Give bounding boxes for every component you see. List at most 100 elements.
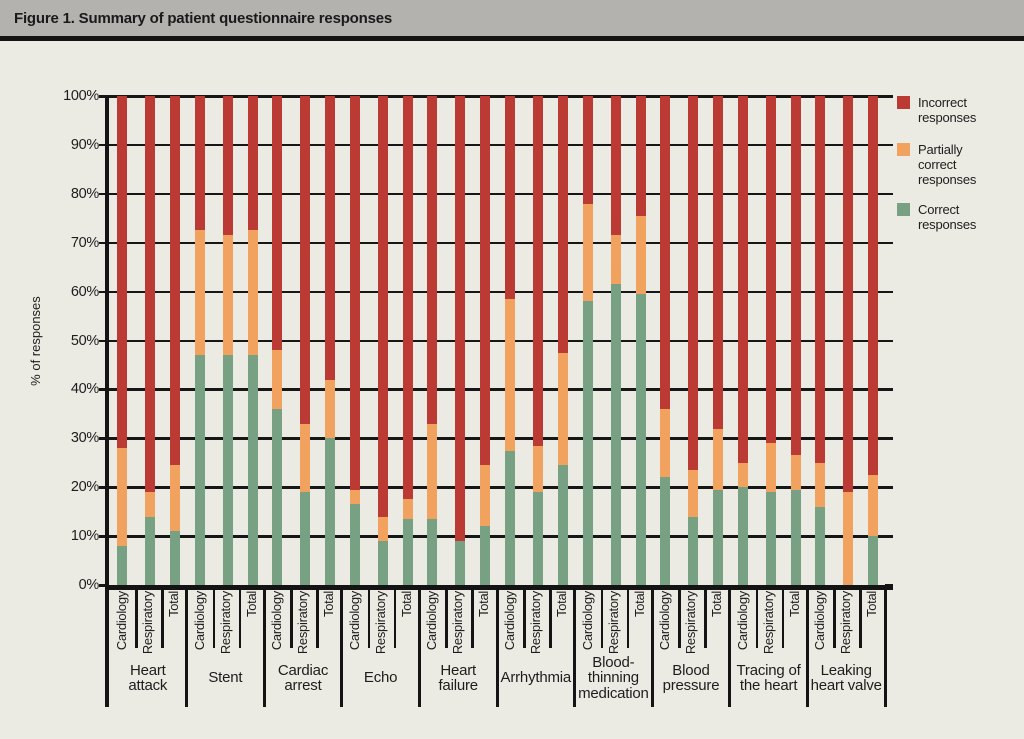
bar-group-tracing-of-the-heart — [730, 96, 808, 585]
segment-incorrect-responses — [194, 96, 205, 231]
segment-partially-correct-responses — [145, 492, 155, 517]
figure-title-bar: Figure 1. Summary of patient questionnai… — [0, 0, 1024, 41]
bar-total — [170, 96, 180, 585]
plot-area — [109, 95, 885, 585]
group-label-echo: Echo — [363, 669, 398, 687]
bar-cardiology — [349, 96, 360, 585]
x-sublabel-tick — [212, 590, 216, 648]
segment-partially-correct-responses — [300, 423, 311, 493]
bar-group-heart-attack — [109, 96, 187, 585]
segment-partially-correct-responses — [377, 516, 388, 541]
bar-group-blood-thinning-medication — [575, 96, 653, 585]
bar-cardiology — [582, 96, 593, 585]
x-sublabel-tick — [755, 590, 759, 648]
x-sublabel-tick — [549, 590, 552, 648]
group-label-leaking-heart-valve: Leaking heart valve — [810, 661, 882, 694]
segment-correct-responses — [349, 504, 360, 585]
bar-total — [402, 96, 413, 585]
segment-incorrect-responses — [790, 96, 801, 456]
gridline-90% — [109, 143, 885, 147]
segment-incorrect-responses — [349, 96, 360, 490]
segment-incorrect-responses — [610, 96, 621, 236]
segment-correct-responses — [765, 492, 776, 585]
segment-correct-responses — [558, 465, 568, 585]
segment-partially-correct-responses — [582, 203, 593, 302]
segment-correct-responses — [660, 477, 671, 585]
y-tick-left-50% — [99, 339, 109, 342]
figure-title: Figure 1. Summary of patient questionnai… — [14, 9, 393, 27]
y-tick-left-70% — [99, 241, 109, 245]
segment-partially-correct-responses — [349, 489, 360, 505]
y-tick-right-20% — [885, 486, 893, 489]
bar-respiratory — [688, 96, 699, 585]
bar-total — [713, 96, 724, 585]
y-tick-label: 60% — [70, 283, 99, 300]
bar-respiratory — [145, 96, 155, 585]
segment-partially-correct-responses — [194, 230, 205, 356]
group-label-cardiac-arrest: Cardiac arrest — [277, 661, 329, 694]
legend-label: Partially correct responses — [918, 142, 977, 187]
group-label-blood-pressure: Blood pressure — [662, 661, 720, 694]
y-tick-label: 50% — [70, 332, 99, 349]
y-tick-right-90% — [885, 143, 893, 147]
x-sublabel-tick — [833, 590, 836, 648]
segment-incorrect-responses — [843, 96, 854, 493]
bar-cardiology — [737, 96, 748, 585]
legend-item-incorrect: Incorrect responses — [897, 95, 1003, 125]
legend-swatch — [897, 143, 910, 156]
legend-swatch — [897, 203, 910, 216]
segment-incorrect-responses — [505, 96, 515, 299]
segment-correct-responses — [455, 541, 466, 585]
segment-correct-responses — [325, 438, 336, 585]
y-tick-label: 10% — [70, 528, 99, 545]
segment-correct-responses — [480, 526, 491, 585]
gridline-10% — [109, 535, 885, 538]
legend-item-partially: Partially correct responses — [897, 142, 1003, 187]
segment-partially-correct-responses — [815, 462, 826, 507]
group-separator — [495, 590, 499, 707]
segment-partially-correct-responses — [247, 230, 258, 356]
segment-correct-responses — [582, 301, 593, 585]
segment-partially-correct-responses — [427, 423, 438, 519]
group-label-heart-attack: Heart attack — [128, 661, 168, 694]
segment-correct-responses — [505, 450, 515, 585]
segment-incorrect-responses — [558, 96, 568, 353]
segment-incorrect-responses — [170, 96, 180, 466]
y-axis-line — [104, 96, 109, 590]
group-label-heart-failure: Heart failure — [438, 661, 478, 694]
bar-group-arrhythmia — [497, 96, 575, 585]
segment-incorrect-responses — [145, 96, 155, 493]
segment-partially-correct-responses — [713, 428, 724, 490]
segment-incorrect-responses — [300, 96, 311, 424]
x-sublabel-tick — [135, 590, 138, 648]
segment-incorrect-responses — [713, 96, 724, 429]
y-tick-left-0% — [99, 584, 109, 587]
bar-cardiology — [117, 96, 127, 585]
bar-total — [868, 96, 879, 585]
group-separator — [650, 590, 654, 707]
y-tick-right-10% — [885, 535, 893, 538]
x-sublabel-tick — [393, 590, 397, 648]
segment-incorrect-responses — [377, 96, 388, 517]
segment-correct-responses — [222, 355, 233, 585]
chart-canvas: 100% 90% 80% 70% 60% 50% 40% 30% 20% 10% 0% % of re… — [0, 41, 1024, 739]
bar-respiratory — [222, 96, 233, 585]
segment-incorrect-responses — [635, 96, 646, 216]
y-axis-title: % of responses — [28, 295, 43, 386]
bar-group-blood-pressure — [652, 96, 730, 585]
gridline-50% — [109, 339, 885, 342]
segment-incorrect-responses — [765, 96, 776, 444]
x-axis-line — [104, 585, 893, 590]
segment-correct-responses — [815, 506, 826, 585]
y-tick-label: 100% — [63, 88, 99, 104]
segment-incorrect-responses — [272, 96, 283, 351]
segment-correct-responses — [427, 519, 438, 585]
segment-partially-correct-responses — [533, 445, 543, 493]
bar-cardiology — [815, 96, 826, 585]
group-separator — [185, 590, 189, 707]
segment-partially-correct-responses — [790, 455, 801, 490]
segment-incorrect-responses — [688, 96, 699, 471]
x-sublabel-tick — [445, 590, 448, 648]
group-separator — [417, 590, 421, 707]
